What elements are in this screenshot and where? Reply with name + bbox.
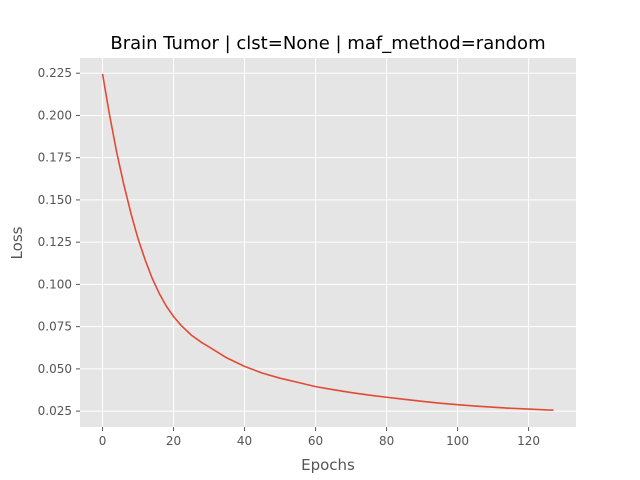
y-tick-label: 0.150	[38, 193, 72, 207]
y-tick-label: 0.050	[38, 362, 72, 376]
x-tick-label: 80	[379, 434, 394, 448]
y-axis-label: Loss	[8, 226, 26, 259]
y-axis-ticks: 0.025 0.050 0.075 0.100 0.125 0.150 0.175 0.200…	[38, 66, 80, 418]
x-axis-label: Epochs	[301, 456, 355, 474]
x-tick-label: 0	[99, 434, 107, 448]
y-tick-label: 0.200	[38, 108, 72, 122]
y-gridlines	[80, 72, 576, 412]
y-tick-label: 0.100	[38, 277, 72, 291]
y-tick-label: 0.175	[38, 151, 72, 165]
loss-series-line	[101, 73, 554, 411]
x-tick-label: 100	[446, 434, 469, 448]
x-axis-ticks: 0 20 40 60 80 100 120	[99, 427, 540, 448]
y-tick-label: 0.125	[38, 235, 72, 249]
x-tick-label: 120	[517, 434, 540, 448]
y-tick-label: 0.225	[38, 66, 72, 80]
chart-title: Brain Tumor | clst=None | maf_method=ran…	[110, 33, 545, 54]
y-tick-label: 0.075	[38, 320, 72, 334]
y-tick-label: 0.025	[38, 404, 72, 418]
x-tick-label: 60	[308, 434, 323, 448]
x-tick-label: 40	[237, 434, 252, 448]
x-tick-label: 20	[166, 434, 181, 448]
